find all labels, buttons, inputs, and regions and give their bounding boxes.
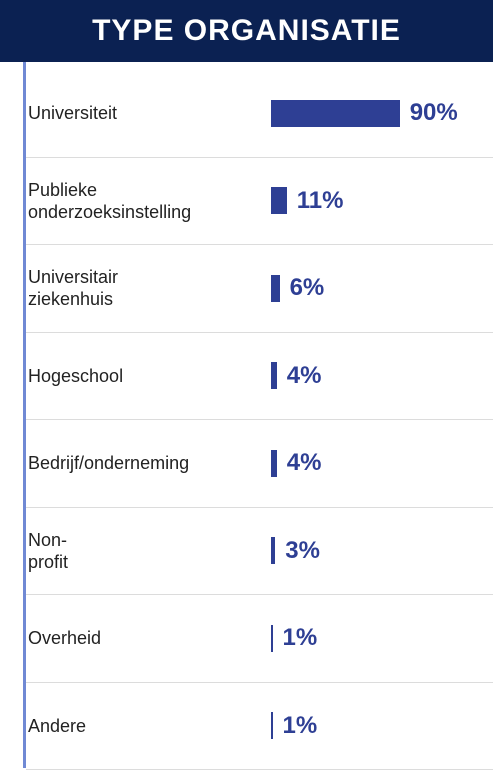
category-label: Bedrijf/onderneming <box>28 452 189 474</box>
category-label: Non-profit <box>28 529 68 573</box>
bar-group: 1% <box>271 624 317 652</box>
category-label: Hogeschool <box>28 365 123 387</box>
bar-group: 4% <box>271 362 321 390</box>
bar-group: 11% <box>271 187 343 215</box>
row: Overheid 1% <box>26 595 493 683</box>
category-label: Universitair ziekenhuis <box>28 266 118 310</box>
bar <box>271 100 400 127</box>
bar-group: 3% <box>271 537 320 565</box>
rows: Universiteit 90% Publieke onderzoeksinstel… <box>26 70 493 770</box>
bar <box>271 362 277 389</box>
bar <box>271 187 287 214</box>
row: Universiteit 90% <box>26 70 493 158</box>
value-label: 6% <box>290 274 325 302</box>
bar <box>271 537 275 564</box>
value-label: 90% <box>410 99 458 127</box>
value-label: 3% <box>285 537 320 565</box>
bar <box>271 625 273 652</box>
bar-group: 90% <box>271 99 458 127</box>
row: Publieke onderzoeksinstelling 11% <box>26 158 493 246</box>
value-label: 4% <box>287 362 322 390</box>
row: Universitair ziekenhuis 6% <box>26 245 493 333</box>
value-label: 11% <box>297 187 344 215</box>
bar <box>271 450 277 477</box>
bar-group: 1% <box>271 712 317 740</box>
chart-title: TYPE ORGANISATIE <box>0 0 493 62</box>
row: Hogeschool 4% <box>26 333 493 421</box>
value-label: 4% <box>287 449 322 477</box>
bar-group: 4% <box>271 449 321 477</box>
category-label: Publieke onderzoeksinstelling <box>28 179 191 223</box>
category-label: Universiteit <box>28 102 117 124</box>
value-label: 1% <box>283 624 318 652</box>
row: Bedrijf/onderneming 4% <box>26 420 493 508</box>
bar-group: 6% <box>271 274 324 302</box>
row: Andere 1% <box>26 683 493 770</box>
category-label: Overheid <box>28 627 101 649</box>
category-label: Andere <box>28 715 86 737</box>
row: Non-profit 3% <box>26 508 493 596</box>
bar <box>271 275 280 302</box>
value-label: 1% <box>283 712 318 740</box>
bar <box>271 712 273 739</box>
